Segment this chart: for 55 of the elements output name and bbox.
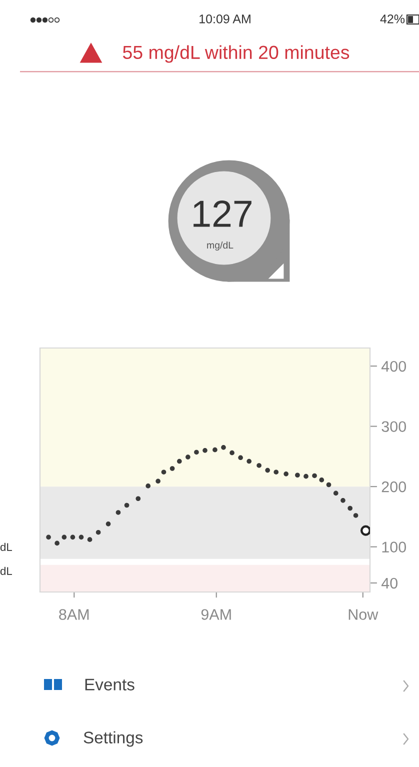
point — [230, 450, 234, 456]
point — [326, 482, 332, 488]
point — [312, 473, 317, 478]
point — [284, 472, 288, 476]
point — [333, 490, 338, 496]
point — [70, 534, 76, 540]
point — [238, 455, 243, 460]
point — [156, 478, 160, 484]
point — [265, 468, 270, 473]
text: 42% — [380, 14, 405, 24]
point — [170, 466, 175, 471]
point — [186, 454, 190, 460]
point — [78, 534, 84, 540]
point — [54, 540, 60, 546]
point — [106, 522, 111, 526]
point — [161, 470, 166, 475]
text: 10:09 AM — [200, 14, 250, 24]
y-tick-label: 200 — [382, 481, 406, 492]
point — [124, 502, 130, 508]
point — [353, 513, 358, 518]
point — [340, 498, 346, 503]
y-tick-label: 300 — [382, 421, 406, 432]
point — [221, 445, 226, 450]
point — [194, 450, 199, 455]
text: 127 — [194, 200, 252, 227]
point — [319, 478, 324, 482]
x-tick-label: 9AM — [201, 609, 231, 620]
point — [96, 530, 101, 535]
y-tick-label: 40 — [381, 578, 398, 589]
point — [202, 448, 208, 453]
point — [295, 472, 300, 478]
point — [246, 458, 252, 464]
point — [146, 484, 151, 488]
point — [274, 470, 279, 475]
point — [256, 463, 262, 468]
text: mg/dL — [207, 241, 234, 251]
text: Settings — [84, 731, 143, 747]
y-tick-label: 100 — [382, 542, 406, 552]
x-tick-label: 8AM — [59, 609, 89, 620]
point — [348, 506, 352, 511]
point — [176, 458, 182, 464]
point — [46, 534, 51, 540]
point — [87, 537, 92, 542]
point — [116, 510, 121, 515]
text: dL — [0, 542, 12, 551]
y-tick-label: 400 — [381, 360, 406, 372]
text: dL — [0, 566, 12, 575]
point — [304, 474, 308, 479]
x-tick-label: Now — [348, 609, 378, 620]
point — [360, 525, 370, 536]
text: 55 mg/dL within 20 minutes — [122, 45, 350, 63]
point — [212, 447, 218, 452]
point — [62, 534, 67, 540]
text: Events — [85, 678, 134, 690]
point — [136, 496, 141, 502]
